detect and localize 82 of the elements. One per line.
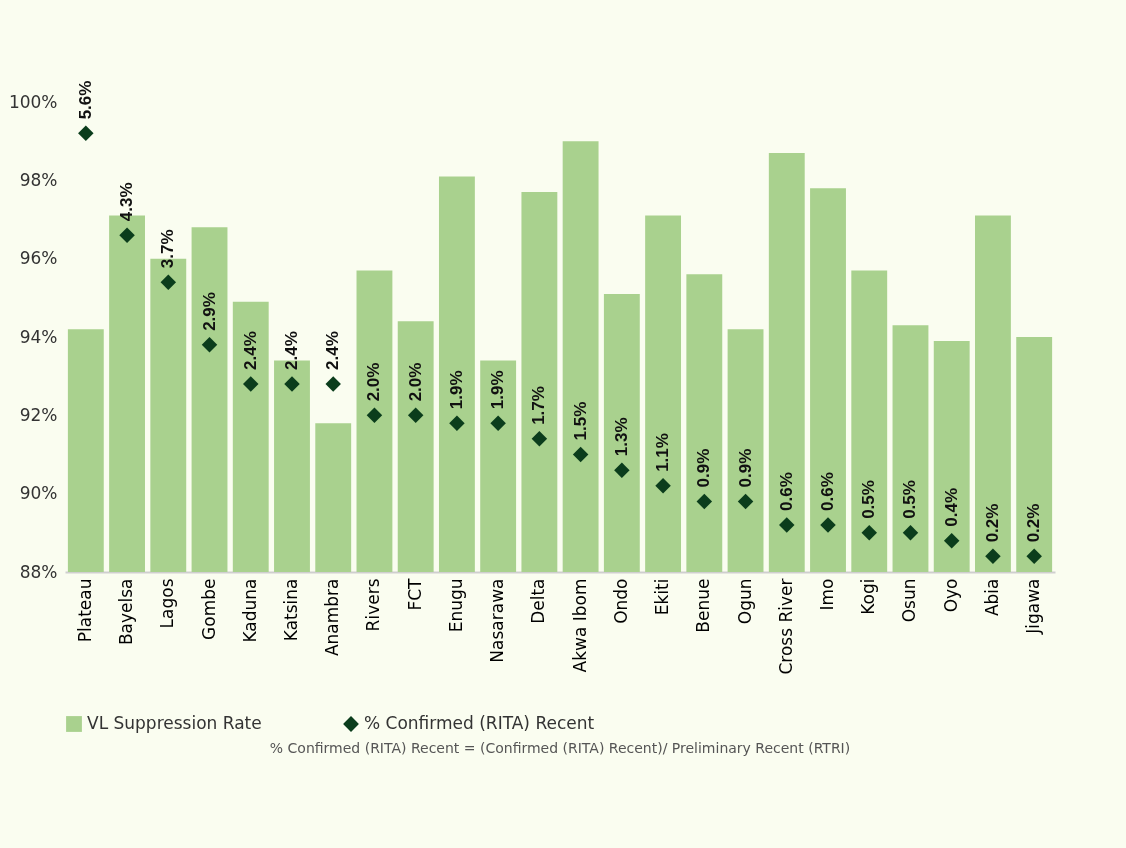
point bbox=[119, 227, 135, 243]
point bbox=[943, 532, 960, 549]
point bbox=[325, 376, 341, 392]
x-tick-label: Jigawa bbox=[1023, 578, 1044, 635]
data-label: 2.4% bbox=[323, 331, 343, 370]
data-label: 3.7% bbox=[158, 229, 178, 269]
data-label: 1.7% bbox=[529, 386, 549, 425]
x-tick-label: Delta bbox=[528, 578, 549, 624]
x-tick-label: Kaduna bbox=[239, 578, 260, 643]
point bbox=[160, 274, 177, 290]
point bbox=[284, 376, 300, 392]
point bbox=[655, 478, 671, 494]
x-tick-label: Lagos bbox=[157, 578, 178, 629]
point bbox=[902, 525, 919, 541]
data-label: 0.5% bbox=[900, 480, 920, 519]
x-tick-label: Abia bbox=[981, 578, 1002, 617]
data-label: 4.3% bbox=[117, 182, 137, 222]
point bbox=[779, 517, 795, 533]
data-label: 0.6% bbox=[776, 472, 796, 511]
point bbox=[572, 446, 589, 463]
y-tick-label: 98% bbox=[19, 169, 58, 190]
data-label: 2.9% bbox=[199, 292, 219, 331]
data-label: 0.9% bbox=[735, 448, 755, 488]
x-tick-label: Oyo bbox=[940, 578, 961, 613]
data-label: 1.1% bbox=[653, 433, 673, 472]
point bbox=[78, 125, 94, 142]
x-tick-label: Plateau bbox=[74, 578, 95, 643]
data-label: 1.9% bbox=[488, 370, 508, 410]
data-label: 0.2% bbox=[982, 503, 1002, 543]
x-tick-label: Akwa Ibom bbox=[569, 578, 590, 673]
legend-label: VL Suppression Rate bbox=[87, 713, 262, 733]
y-tick-label: 94% bbox=[19, 326, 58, 347]
data-label: 0.4% bbox=[941, 487, 961, 527]
x-tick-label: Kogi bbox=[858, 578, 879, 615]
point bbox=[366, 407, 383, 424]
x-tick-label: Imo bbox=[817, 578, 838, 611]
x-tick-label: Anambra bbox=[322, 578, 343, 657]
point bbox=[449, 415, 465, 431]
y-tick-label: 88% bbox=[19, 561, 58, 582]
y-tick-label: 92% bbox=[19, 404, 58, 425]
x-tick-label: Ogun bbox=[734, 578, 755, 625]
y-tick-label: 90% bbox=[19, 483, 58, 504]
x-tick-label: Gombe bbox=[198, 578, 219, 640]
point bbox=[1026, 548, 1042, 565]
y-tick-label: 96% bbox=[19, 248, 58, 269]
x-tick-label: Enugu bbox=[445, 578, 466, 633]
x-tick-label: FCT bbox=[404, 577, 425, 611]
x-tick-label: Osun bbox=[899, 578, 920, 623]
point bbox=[243, 376, 259, 392]
data-label: 0.9% bbox=[694, 448, 714, 488]
point bbox=[531, 431, 548, 447]
data-label: 2.4% bbox=[281, 331, 301, 370]
point bbox=[201, 337, 218, 353]
data-label: 0.2% bbox=[1024, 503, 1044, 543]
point bbox=[490, 415, 506, 431]
data-label: 2.0% bbox=[405, 362, 425, 402]
point bbox=[407, 407, 424, 424]
x-tick-label: Bayelsa bbox=[116, 578, 137, 646]
data-label: 1.5% bbox=[570, 401, 590, 441]
x-tick-label: Katsina bbox=[280, 578, 301, 642]
x-tick-label: Ekiti bbox=[652, 578, 673, 616]
data-label: 0.5% bbox=[859, 480, 879, 519]
x-tick-label: Cross River bbox=[775, 578, 796, 675]
x-tick-label: Nasarawa bbox=[487, 578, 508, 663]
x-tick-label: Benue bbox=[693, 578, 714, 633]
point bbox=[861, 525, 877, 541]
data-label: 5.6% bbox=[75, 80, 95, 120]
point bbox=[820, 517, 836, 533]
point bbox=[696, 493, 713, 510]
point bbox=[737, 493, 754, 510]
x-tick-label: Rivers bbox=[363, 578, 384, 632]
y-tick-label: 100% bbox=[8, 91, 58, 112]
data-label: 2.0% bbox=[364, 362, 384, 402]
text: % Confirmed (RITA) Recent = (Confirmed (RITA) Recent)/ Preliminary Recent (RTRI) bbox=[269, 740, 851, 756]
point bbox=[985, 548, 1001, 565]
data-label: 1.3% bbox=[611, 417, 631, 457]
data-label: 2.4% bbox=[240, 331, 260, 370]
legend-label: % Confirmed (RITA) Recent bbox=[364, 713, 595, 733]
data-label: 1.9% bbox=[446, 370, 466, 410]
data-label: 0.6% bbox=[818, 472, 838, 511]
x-tick-label: Ondo bbox=[610, 578, 631, 624]
point bbox=[614, 462, 630, 478]
